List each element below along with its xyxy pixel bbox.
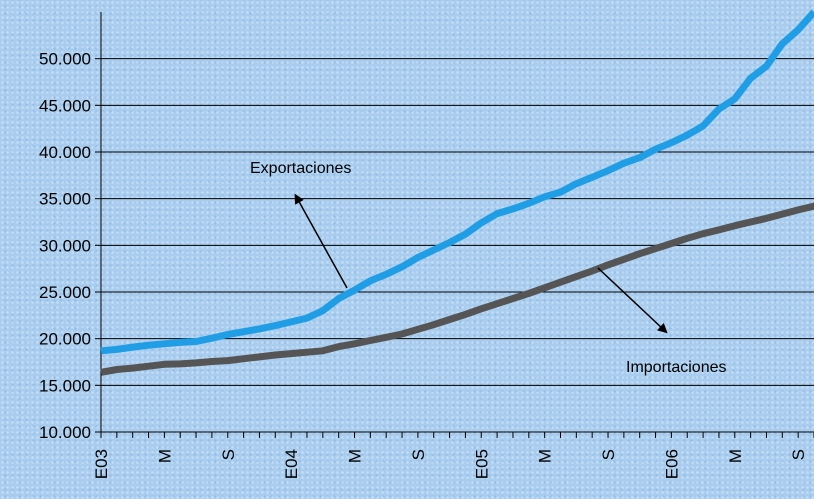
annotations: Exportaciones Importaciones [250, 160, 727, 376]
x-axis-ticks: E03 M S E04 M S E05 M S E06 M S [92, 432, 814, 479]
x-tick-label: M [536, 449, 555, 463]
x-tick-label: S [219, 449, 238, 460]
y-tick-label: 35.000 [39, 190, 91, 209]
y-axis-ticks: 10.000 15.000 20.000 25.000 30.000 35.000 40.0… [39, 12, 102, 442]
exportaciones-annotation: Exportaciones [250, 160, 351, 177]
y-tick-label: 25.000 [39, 283, 91, 302]
x-tick-label: S [599, 449, 618, 460]
series-lines [100, 9, 814, 376]
importaciones-line [100, 202, 814, 376]
x-tick-label: E04 [282, 449, 301, 479]
x-tick-label: M [726, 449, 745, 463]
x-tick-label: M [155, 449, 174, 463]
importaciones-arrow [597, 267, 668, 334]
y-tick-label: 10.000 [39, 423, 91, 442]
y-tick-label: 40.000 [39, 143, 91, 162]
y-tick-label: 20.000 [39, 330, 91, 349]
x-tick-label: E03 [92, 449, 111, 479]
x-tick-label: S [409, 449, 428, 460]
y-tick-label: 15.000 [39, 376, 91, 395]
y-tick-label: 45.000 [39, 96, 91, 115]
x-tick-label: S [789, 449, 808, 460]
y-tick-label: 30.000 [39, 236, 91, 255]
y-tick-label: 50.000 [39, 50, 91, 69]
exportaciones-line [100, 9, 814, 355]
exportaciones-arrow [294, 193, 348, 289]
importaciones-annotation: Importaciones [626, 359, 727, 376]
x-tick-label: E05 [472, 449, 491, 479]
x-tick-label: M [346, 449, 365, 463]
x-tick-label: E06 [662, 449, 681, 479]
